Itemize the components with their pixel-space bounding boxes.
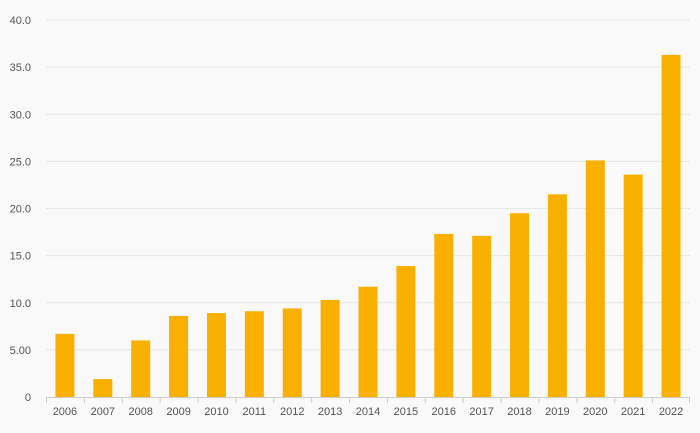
x-axis-tick-labels: 2006 2007 2008 2009 2010 2011 2012 2013 2014 2015… [53,406,684,418]
x-tick-label: 2010 [204,406,228,418]
x-tick-label: 2019 [545,406,569,418]
y-tick-label: 5.00 [10,345,31,357]
bar [320,299,340,397]
x-tick-label: 2013 [318,406,342,418]
x-tick-label: 2007 [91,406,115,418]
y-tick-label: 15.0 [10,251,31,263]
bar [661,54,681,398]
x-tick-label: 2020 [583,406,607,418]
bar [93,379,113,397]
y-tick-label: 0 [25,392,31,404]
bar [472,235,492,397]
x-tick-label: 2015 [394,406,418,418]
gridlines [46,19,690,351]
bars [55,54,681,398]
bar [585,160,605,397]
x-tick-label: 2006 [53,406,77,418]
x-tick-label: 2008 [128,406,152,418]
y-tick-label: 30.0 [10,109,31,121]
bar [358,286,378,397]
y-tick-label: 25.0 [10,156,31,168]
x-tick-label: 2012 [280,406,304,418]
y-tick-label: 20.0 [10,204,31,216]
x-tick-label: 2011 [243,406,267,418]
x-tick-label: 2017 [469,406,493,418]
y-axis-tick-labels: 0 5.00 10.0 15.0 20.0 25.0 30.0 35.0 40.0 [10,15,31,404]
x-tick-label: 2014 [356,406,380,418]
bar [55,333,75,397]
bar [510,213,530,397]
x-axis [46,397,690,403]
x-tick-label: 2016 [432,406,456,418]
x-tick-label: 2009 [166,406,190,418]
bar [169,315,189,397]
x-tick-label: 2021 [621,406,645,418]
bar [434,233,454,397]
bar [282,308,302,397]
y-tick-label: 40.0 [10,15,31,27]
bar [244,311,264,397]
bar [396,265,416,397]
y-tick-label: 35.0 [10,62,31,74]
y-tick-label: 10.0 [10,298,31,310]
bar [623,174,643,397]
x-tick-label: 2018 [507,406,531,418]
x-tick-label: 2022 [659,406,683,418]
bar [547,194,567,397]
bar [131,340,151,397]
bar [206,313,226,397]
